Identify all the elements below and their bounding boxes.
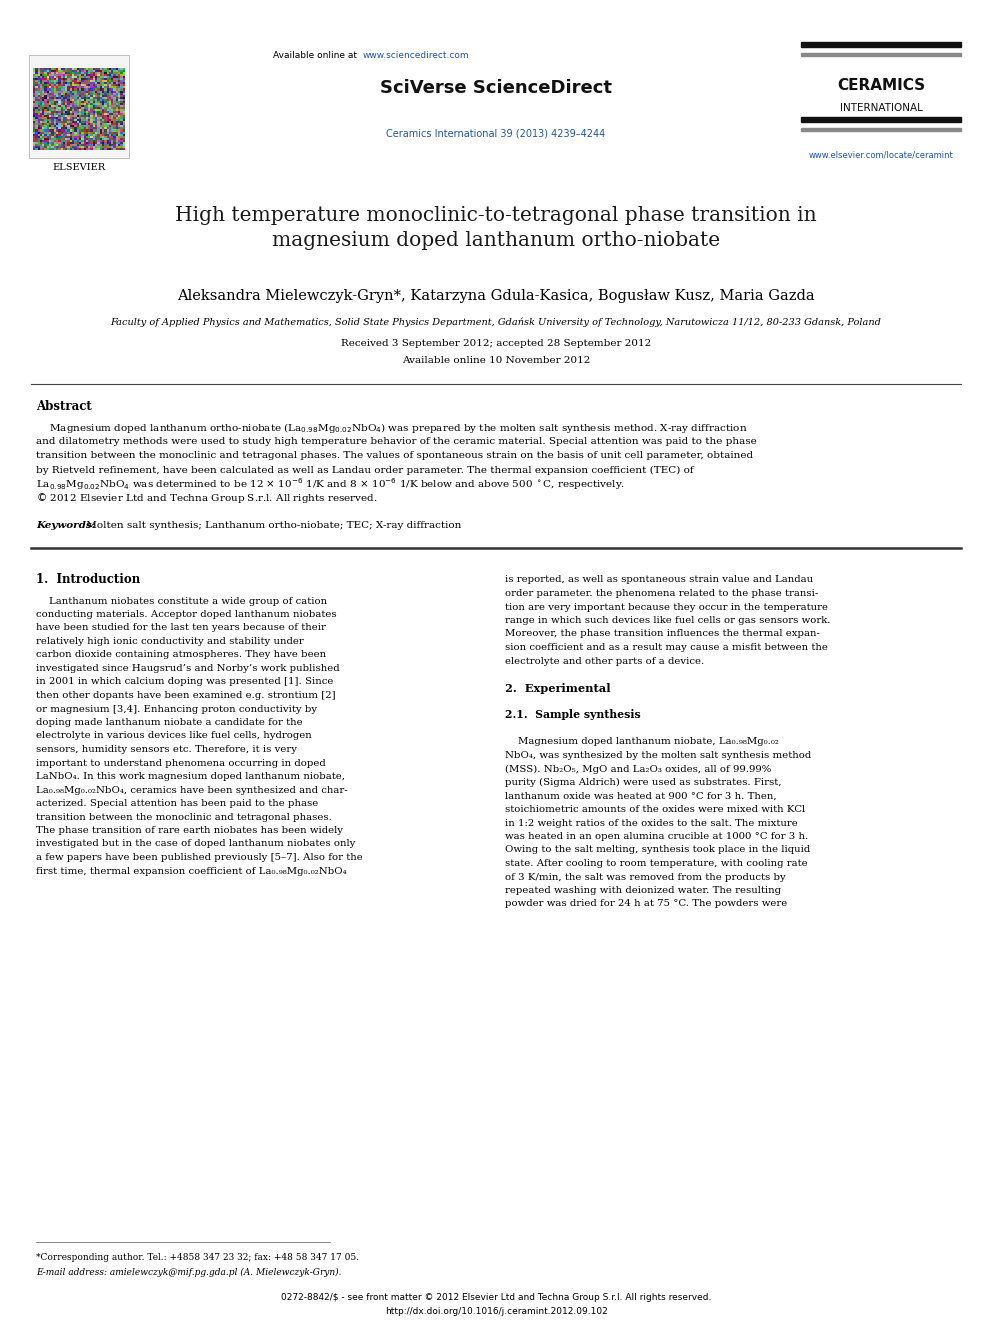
Text: www.sciencedirect.com: www.sciencedirect.com [362, 52, 469, 61]
Text: transition between the monoclinic and tetragonal phases. The values of spontaneo: transition between the monoclinic and te… [36, 451, 753, 460]
Text: Aleksandra Mielewczyk-Gryn*, Katarzyna Gdula-Kasica, Bogusław Kusz, Maria Gazda: Aleksandra Mielewczyk-Gryn*, Katarzyna G… [178, 288, 814, 303]
Text: $\copyright$ 2012 Elsevier Ltd and Techna Group S.r.l. All rights reserved.: $\copyright$ 2012 Elsevier Ltd and Techn… [36, 491, 378, 505]
Bar [802, 42, 961, 48]
Text: transition between the monoclinic and tetragonal phases.: transition between the monoclinic and te… [36, 812, 332, 822]
Text: High temperature monoclinic-to-tetragonal phase transition in
magnesium doped la: High temperature monoclinic-to-tetragona… [176, 206, 816, 250]
Text: Owing to the salt melting, synthesis took place in the liquid: Owing to the salt melting, synthesis too… [505, 845, 810, 855]
Bar [802, 53, 961, 56]
Text: *Corresponding author. Tel.: +4858 347 23 32; fax: +48 58 347 17 05.: *Corresponding author. Tel.: +4858 347 2… [36, 1253, 359, 1262]
Text: of 3 K/min, the salt was removed from the products by: of 3 K/min, the salt was removed from th… [505, 872, 786, 881]
Text: La$_{0.98}$Mg$_{0.02}$NbO$_4$ was determined to be 12 $\times$ 10$^{-6}$ 1/K and: La$_{0.98}$Mg$_{0.02}$NbO$_4$ was determ… [36, 476, 625, 492]
Text: relatively high ionic conductivity and stability under: relatively high ionic conductivity and s… [36, 636, 304, 646]
Text: powder was dried for 24 h at 75 °C. The powders were: powder was dried for 24 h at 75 °C. The … [505, 900, 788, 909]
Text: Magnesium doped lanthanum niobate, La₀.₉₈Mg₀.₀₂: Magnesium doped lanthanum niobate, La₀.₉… [505, 737, 779, 746]
Text: acterized. Special attention has been paid to the phase: acterized. Special attention has been pa… [36, 799, 318, 808]
Text: http://dx.doi.org/10.1016/j.ceramint.2012.09.102: http://dx.doi.org/10.1016/j.ceramint.201… [385, 1307, 607, 1316]
Text: and dilatometry methods were used to study high temperature behavior of the cera: and dilatometry methods were used to stu… [36, 438, 757, 446]
Text: INTERNATIONAL: INTERNATIONAL [840, 103, 923, 112]
Text: doping made lanthanum niobate a candidate for the: doping made lanthanum niobate a candidat… [36, 718, 303, 728]
Text: (MSS). Nb₂O₅, MgO and La₂O₃ oxides, all of 99.99%: (MSS). Nb₂O₅, MgO and La₂O₃ oxides, all … [505, 765, 771, 774]
Text: electrolyte in various devices like fuel cells, hydrogen: electrolyte in various devices like fuel… [36, 732, 311, 741]
Text: range in which such devices like fuel cells or gas sensors work.: range in which such devices like fuel ce… [505, 617, 830, 624]
Text: electrolyte and other parts of a device.: electrolyte and other parts of a device. [505, 656, 704, 665]
Text: Available online 10 November 2012: Available online 10 November 2012 [402, 356, 590, 365]
Text: NbO₄, was synthesized by the molten salt synthesis method: NbO₄, was synthesized by the molten salt… [505, 751, 811, 759]
Text: Abstract: Abstract [36, 400, 91, 413]
Text: purity (Sigma Aldrich) were used as substrates. First,: purity (Sigma Aldrich) were used as subs… [505, 778, 782, 787]
Text: sion coefficient and as a result may cause a misfit between the: sion coefficient and as a result may cau… [505, 643, 828, 652]
Text: in 1:2 weight ratios of the oxides to the salt. The mixture: in 1:2 weight ratios of the oxides to th… [505, 819, 798, 827]
Text: in 2001 in which calcium doping was presented [1]. Since: in 2001 in which calcium doping was pres… [36, 677, 333, 687]
Text: order parameter. the phenomena related to the phase transi-: order parameter. the phenomena related t… [505, 589, 818, 598]
Text: first time, thermal expansion coefficient of La₀.₉₈Mg₀.₀₂NbO₄: first time, thermal expansion coefficien… [36, 867, 346, 876]
Text: SciVerse ScienceDirect: SciVerse ScienceDirect [380, 79, 612, 97]
Text: investigated but in the case of doped lanthanum niobates only: investigated but in the case of doped la… [36, 840, 355, 848]
Bar [802, 128, 961, 131]
Text: stoichiometric amounts of the oxides were mixed with KCl: stoichiometric amounts of the oxides wer… [505, 804, 806, 814]
Text: tion are very important because they occur in the temperature: tion are very important because they occ… [505, 602, 828, 611]
Text: sensors, humidity sensors etc. Therefore, it is very: sensors, humidity sensors etc. Therefore… [36, 745, 297, 754]
Text: Moreover, the phase transition influences the thermal expan-: Moreover, the phase transition influence… [505, 630, 819, 639]
Text: repeated washing with deionized water. The resulting: repeated washing with deionized water. T… [505, 886, 781, 894]
Text: state. After cooling to room temperature, with cooling rate: state. After cooling to room temperature… [505, 859, 807, 868]
Text: LaNbO₄. In this work magnesium doped lanthanum niobate,: LaNbO₄. In this work magnesium doped lan… [36, 773, 345, 781]
Text: 0272-8842/$ - see front matter © 2012 Elsevier Ltd and Techna Group S.r.l. All r: 0272-8842/$ - see front matter © 2012 El… [281, 1294, 711, 1303]
Text: important to understand phenomena occurring in doped: important to understand phenomena occurr… [36, 758, 325, 767]
Text: a few papers have been published previously [5–7]. Also for the: a few papers have been published previou… [36, 853, 363, 863]
Text: ELSEVIER: ELSEVIER [53, 164, 105, 172]
Text: is reported, as well as spontaneous strain value and Landau: is reported, as well as spontaneous stra… [505, 576, 813, 585]
Text: Molten salt synthesis; Lanthanum ortho-niobate; TEC; X-ray diffraction: Molten salt synthesis; Lanthanum ortho-n… [83, 521, 461, 531]
Text: 2.  Experimental: 2. Experimental [505, 683, 611, 693]
Text: Faculty of Applied Physics and Mathematics, Solid State Physics Department, Gdań: Faculty of Applied Physics and Mathemati… [110, 318, 882, 327]
Text: Ceramics International 39 (2013) 4239–4244: Ceramics International 39 (2013) 4239–42… [386, 128, 606, 138]
Text: E-mail address: amielewczyk@mif.pg.gda.pl (A. Mielewczyk-Gryn).: E-mail address: amielewczyk@mif.pg.gda.p… [36, 1267, 341, 1277]
Text: CERAMICS: CERAMICS [837, 78, 926, 93]
Text: www.elsevier.com/locate/ceramint: www.elsevier.com/locate/ceramint [808, 151, 953, 160]
Text: or magnesium [3,4]. Enhancing proton conductivity by: or magnesium [3,4]. Enhancing proton con… [36, 705, 317, 713]
Text: have been studied for the last ten years because of their: have been studied for the last ten years… [36, 623, 325, 632]
Text: Lanthanum niobates constitute a wide group of cation: Lanthanum niobates constitute a wide gro… [36, 597, 327, 606]
Text: investigated since Haugsrud’s and Norby’s work published: investigated since Haugsrud’s and Norby’… [36, 664, 339, 673]
Text: was heated in an open alumina crucible at 1000 °C for 3 h.: was heated in an open alumina crucible a… [505, 832, 808, 841]
Text: Received 3 September 2012; accepted 28 September 2012: Received 3 September 2012; accepted 28 S… [341, 340, 651, 348]
Text: by Rietveld refinement, have been calculated as well as Landau order parameter. : by Rietveld refinement, have been calcul… [36, 466, 693, 475]
Text: carbon dioxide containing atmospheres. They have been: carbon dioxide containing atmospheres. T… [36, 651, 326, 659]
Text: The phase transition of rare earth niobates has been widely: The phase transition of rare earth nioba… [36, 826, 343, 835]
Bar [29, 56, 129, 157]
Text: 2.1.  Sample synthesis: 2.1. Sample synthesis [505, 709, 641, 721]
Text: Keywords:: Keywords: [36, 521, 95, 531]
Text: conducting materials. Acceptor doped lanthanum niobates: conducting materials. Acceptor doped lan… [36, 610, 336, 619]
Bar [802, 116, 961, 122]
Text: Magnesium doped lanthanum ortho-niobate (La$_{0.98}$Mg$_{0.02}$NbO$_4$) was prep: Magnesium doped lanthanum ortho-niobate … [36, 421, 748, 435]
Text: Available online at: Available online at [274, 52, 360, 61]
Text: La₀.₉₈Mg₀.₀₂NbO₄, ceramics have been synthesized and char-: La₀.₉₈Mg₀.₀₂NbO₄, ceramics have been syn… [36, 786, 347, 795]
Text: then other dopants have been examined e.g. strontium [2]: then other dopants have been examined e.… [36, 691, 335, 700]
Text: 1.  Introduction: 1. Introduction [36, 573, 140, 586]
Text: lanthanum oxide was heated at 900 °C for 3 h. Then,: lanthanum oxide was heated at 900 °C for… [505, 791, 777, 800]
